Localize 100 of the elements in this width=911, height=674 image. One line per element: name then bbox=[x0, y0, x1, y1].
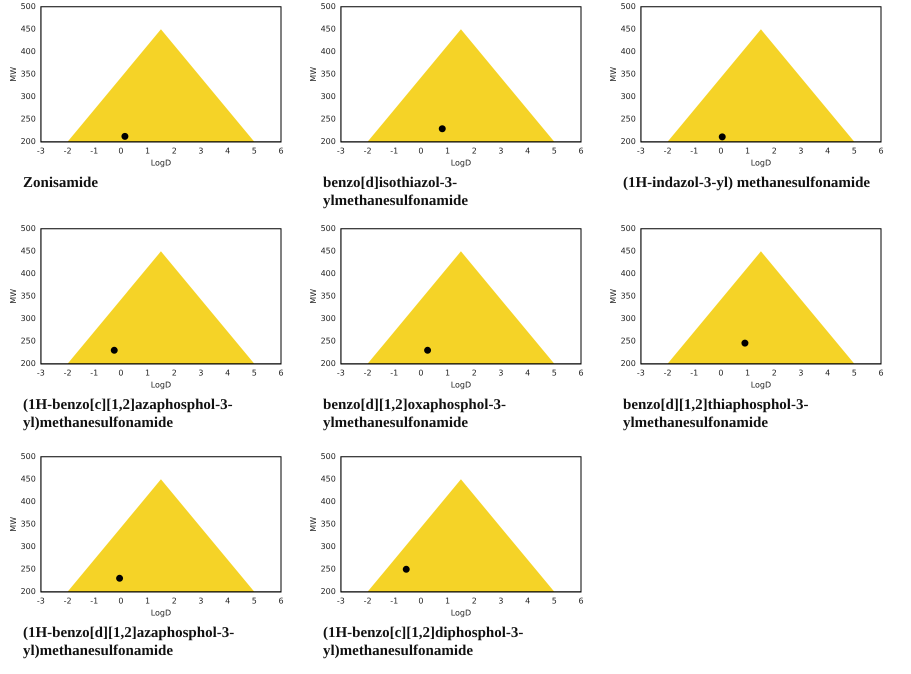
x-tick-label: 5 bbox=[552, 146, 557, 156]
x-tick-label: 2 bbox=[172, 368, 177, 378]
x-tick-label: 4 bbox=[525, 146, 530, 156]
x-tick-label: 1 bbox=[745, 146, 750, 156]
y-tick-label: 500 bbox=[20, 224, 36, 233]
text: (1H-benzo[c][1,2]diphosphol-3-yl)methanesulfonamide bbox=[323, 624, 524, 660]
x-tick-label: -1 bbox=[90, 596, 98, 606]
x-axis-title: LogD bbox=[450, 380, 472, 390]
y-axis-title: MW bbox=[608, 288, 618, 304]
y-tick-label: 300 bbox=[320, 92, 336, 101]
y-tick-label: 200 bbox=[20, 586, 36, 596]
x-axis-title: LogD bbox=[750, 380, 772, 390]
y-tick-label: 250 bbox=[20, 114, 36, 124]
y-tick-label: 500 bbox=[320, 224, 336, 233]
y-tick-label: 300 bbox=[20, 542, 36, 551]
x-tick-label: 3 bbox=[798, 368, 804, 378]
y-tick-label: 200 bbox=[320, 586, 336, 596]
y-tick-label: 450 bbox=[320, 246, 336, 256]
text: benzo[d]isothiazol-3-ylmethanesulfonamide bbox=[323, 174, 470, 210]
y-tick-label: 400 bbox=[320, 496, 336, 506]
y-tick-label: 500 bbox=[20, 452, 36, 461]
x-tick-label: 6 bbox=[878, 368, 884, 378]
y-tick-label: 400 bbox=[620, 268, 636, 278]
y-tick-label: 250 bbox=[320, 564, 336, 574]
x-tick-label: 5 bbox=[252, 368, 257, 378]
text: benzo[d][1,2]thiaphosphol-3-ylmethanesulfonamide bbox=[623, 396, 810, 432]
x-tick-label: 0 bbox=[418, 596, 424, 606]
x-tick-label: 2 bbox=[772, 146, 777, 156]
y-tick-label: 450 bbox=[20, 246, 36, 256]
x-tick-label: 4 bbox=[225, 146, 230, 156]
x-tick-label: -3 bbox=[36, 596, 45, 606]
y-tick-label: 200 bbox=[620, 358, 636, 368]
x-tick-label: 4 bbox=[225, 368, 230, 378]
x-tick-label: 3 bbox=[498, 146, 504, 156]
y-tick-label: 350 bbox=[20, 519, 36, 528]
x-tick-label: 5 bbox=[252, 146, 257, 156]
y-axis-title: MW bbox=[308, 66, 318, 82]
x-tick-label: 6 bbox=[878, 146, 884, 156]
x-tick-label: -2 bbox=[364, 368, 372, 378]
y-tick-label: 250 bbox=[320, 336, 336, 346]
x-tick-label: 4 bbox=[225, 596, 230, 606]
x-tick-label: 3 bbox=[198, 596, 204, 606]
x-tick-label: -2 bbox=[664, 146, 672, 156]
x-tick-label: -1 bbox=[90, 146, 98, 156]
x-tick-label: 1 bbox=[445, 368, 450, 378]
x-tick-label: -2 bbox=[64, 596, 72, 606]
x-tick-label: 2 bbox=[772, 368, 777, 378]
y-tick-label: 400 bbox=[20, 46, 36, 56]
y-tick-label: 400 bbox=[20, 496, 36, 506]
x-tick-label: 2 bbox=[472, 146, 477, 156]
y-tick-label: 500 bbox=[320, 452, 336, 461]
y-tick-label: 350 bbox=[320, 519, 336, 528]
x-tick-label: 0 bbox=[118, 146, 124, 156]
y-tick-label: 250 bbox=[620, 336, 636, 346]
x-tick-label: 3 bbox=[498, 368, 504, 378]
x-tick-label: 6 bbox=[578, 146, 584, 156]
x-tick-label: 6 bbox=[578, 368, 584, 378]
y-tick-label: 500 bbox=[20, 2, 36, 11]
y-tick-label: 350 bbox=[620, 69, 636, 78]
x-tick-label: 3 bbox=[798, 146, 804, 156]
y-tick-label: 200 bbox=[620, 136, 636, 146]
x-tick-label: 3 bbox=[498, 596, 504, 606]
y-tick-label: 300 bbox=[20, 314, 36, 323]
y-tick-label: 200 bbox=[20, 358, 36, 368]
y-tick-label: 450 bbox=[620, 24, 636, 34]
x-tick-label: 5 bbox=[552, 596, 557, 606]
x-tick-label: 1 bbox=[445, 596, 450, 606]
y-tick-label: 300 bbox=[20, 92, 36, 101]
x-tick-label: 1 bbox=[145, 368, 150, 378]
y-tick-label: 300 bbox=[620, 92, 636, 101]
x-tick-label: -1 bbox=[90, 368, 98, 378]
text: Zonisamide bbox=[23, 174, 100, 192]
y-tick-label: 350 bbox=[20, 69, 36, 78]
text: benzo[d][1,2]oxaphosphol-3-ylmethanesulfonamide bbox=[323, 396, 507, 432]
y-tick-label: 250 bbox=[20, 564, 36, 574]
y-tick-label: 400 bbox=[320, 46, 336, 56]
x-tick-label: 2 bbox=[172, 596, 177, 606]
y-tick-label: 450 bbox=[20, 474, 36, 484]
x-tick-label: 0 bbox=[418, 146, 424, 156]
x-tick-label: 0 bbox=[418, 368, 424, 378]
x-tick-label: 6 bbox=[278, 368, 284, 378]
y-tick-label: 300 bbox=[320, 542, 336, 551]
y-tick-label: 250 bbox=[620, 114, 636, 124]
y-tick-label: 400 bbox=[620, 46, 636, 56]
x-axis-title: LogD bbox=[450, 608, 472, 618]
y-axis-title: MW bbox=[8, 288, 18, 304]
x-tick-label: -3 bbox=[336, 146, 345, 156]
y-axis-title: MW bbox=[608, 66, 618, 82]
y-tick-label: 400 bbox=[320, 268, 336, 278]
x-tick-label: -2 bbox=[64, 368, 72, 378]
x-tick-label: -3 bbox=[636, 146, 645, 156]
x-tick-label: -1 bbox=[390, 146, 398, 156]
x-tick-label: -2 bbox=[64, 146, 72, 156]
x-tick-label: 0 bbox=[718, 146, 724, 156]
y-axis-title: MW bbox=[308, 288, 318, 304]
x-tick-label: 5 bbox=[852, 368, 857, 378]
x-tick-label: 4 bbox=[525, 596, 530, 606]
x-tick-label: 6 bbox=[278, 596, 284, 606]
x-axis-title: LogD bbox=[450, 158, 472, 168]
y-tick-label: 450 bbox=[320, 24, 336, 34]
